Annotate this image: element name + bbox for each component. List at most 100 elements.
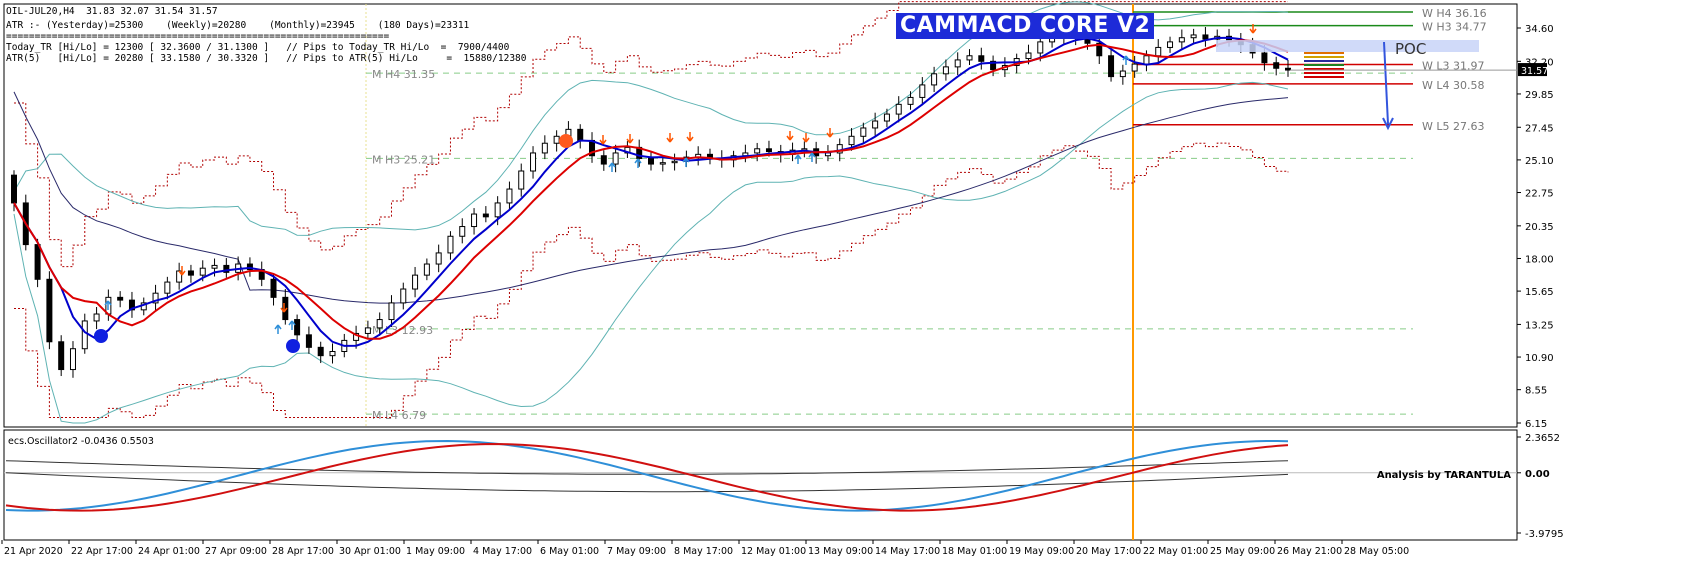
upper-channel-line (14, 1, 1288, 268)
candle-body (1155, 46, 1162, 57)
candle-body (530, 152, 537, 172)
level-box-bar (1304, 76, 1344, 78)
y-tick-label: 20.35 (1525, 222, 1554, 233)
buy-arrow-icon (808, 152, 816, 162)
candle-body (117, 296, 124, 301)
candle-body (1261, 52, 1268, 64)
candle-body (11, 174, 17, 204)
level-box-bar (1304, 68, 1344, 70)
candle-body (282, 296, 289, 321)
candle-body (600, 155, 607, 165)
candle-body (223, 264, 230, 273)
analysis-watermark: Analysis by TARANTULA (1377, 470, 1511, 481)
candle-body (1037, 41, 1044, 54)
current-price-label: 31.57 (1521, 66, 1548, 77)
candle-body (671, 160, 678, 164)
candle-body (612, 152, 619, 165)
current-price-tag (1518, 63, 1547, 77)
candle-body (376, 319, 383, 329)
sell-arrow-icon (280, 303, 288, 313)
candle-body (1190, 34, 1197, 39)
candle-body (329, 350, 336, 357)
candle-body (1108, 55, 1115, 78)
candle-body (471, 213, 478, 228)
candle-body (1025, 52, 1032, 60)
osc-blue-line (5, 439, 1289, 512)
candle-body (1202, 34, 1209, 40)
x-tick-label: 30 Apr 01:00 (339, 546, 401, 557)
candle-body (305, 334, 312, 348)
osc-tick-label: -3.9795 (1525, 529, 1564, 540)
candle-body (1096, 42, 1103, 57)
candle-body (46, 278, 53, 343)
candle-body (541, 142, 548, 154)
weekly-level-label: W L4 30.58 (1422, 79, 1485, 92)
candle-body (1273, 62, 1280, 69)
candle-body (270, 278, 277, 298)
slow-moving-average (13, 91, 1289, 304)
candle-body (353, 332, 360, 341)
y-tick-label: 32.20 (1525, 57, 1554, 68)
buy-arrow-icon (634, 158, 642, 168)
candle-body (246, 263, 253, 271)
candle-body (990, 60, 997, 71)
bollinger-lower (13, 81, 1289, 424)
candle-body (164, 281, 171, 294)
x-tick-label: 13 May 09:00 (808, 546, 873, 557)
candle-body (447, 235, 454, 254)
x-tick-label: 22 Apr 17:00 (71, 546, 133, 557)
osc-red-line (5, 442, 1289, 512)
x-tick-label: 1 May 09:00 (406, 546, 465, 557)
osc-signal-line-2 (5, 472, 1289, 493)
y-tick-label: 6.15 (1525, 419, 1547, 430)
candle-body (58, 341, 65, 371)
x-tick-label: 12 May 01:00 (741, 546, 806, 557)
candle-body (400, 288, 407, 304)
osc-tick-label: 0.00 (1525, 469, 1550, 480)
weekly-level-label: W H3 34.77 (1422, 21, 1487, 34)
sell-arrow-icon (802, 133, 810, 143)
x-tick-label: 20 May 17:00 (1076, 546, 1141, 557)
x-tick-label: 7 May 09:00 (607, 546, 666, 557)
candle-body (836, 144, 843, 154)
candle-body (659, 162, 666, 165)
x-tick-label: 22 May 01:00 (1143, 546, 1208, 557)
y-tick-label: 18.00 (1525, 254, 1554, 265)
candle-body (518, 170, 525, 190)
poc-target-arrow-icon (1382, 117, 1394, 131)
monthly-level-label: M H4 31.35 (372, 68, 435, 81)
buy-arrow-icon (274, 324, 282, 334)
candle-body (1178, 37, 1185, 43)
candle-body (954, 59, 961, 68)
atr5-line: ATR(5) [Hi/Lo] = 20280 [ 33.1580 / 30.33… (6, 53, 527, 64)
weekly-level-label: W L3 31.97 (1422, 60, 1485, 73)
weekly-level-label: W L5 27.63 (1422, 120, 1485, 133)
y-tick-label: 10.90 (1525, 353, 1554, 364)
level-box-bar (1304, 52, 1344, 54)
fast-ma-blue (13, 36, 1289, 347)
buy-arrow-icon (794, 154, 802, 164)
candle-body (848, 135, 855, 146)
x-tick-label: 8 May 17:00 (674, 546, 733, 557)
y-tick-label: 25.10 (1525, 156, 1554, 167)
buy-arrow-icon (682, 157, 690, 167)
monthly-level-label: M H3 25.21 (372, 153, 435, 166)
fast-ma-red (13, 39, 1289, 340)
atr-line: ATR :- (Yesterday)=25300 (Weekly)=20280 … (6, 20, 470, 31)
y-tick-label: 13.25 (1525, 320, 1554, 331)
y-tick-label: 34.60 (1525, 24, 1554, 35)
candle-body (978, 55, 985, 62)
symbol-line: OIL-JUL20,H4 31.83 32.07 31.54 31.57 (6, 6, 218, 17)
sell-arrow-icon (1249, 24, 1257, 34)
candle-body (919, 84, 926, 98)
lower-channel-line (14, 142, 1289, 418)
candle-body (1285, 67, 1291, 71)
x-tick-label: 19 May 09:00 (1009, 546, 1074, 557)
sell-arrow-icon (786, 131, 794, 141)
separator-line: ========================================… (6, 31, 390, 42)
candle-body (459, 226, 466, 237)
level-box-bar (1304, 64, 1344, 66)
monthly-level-label: M L4 6.79 (372, 409, 426, 422)
candle-body (152, 292, 159, 304)
